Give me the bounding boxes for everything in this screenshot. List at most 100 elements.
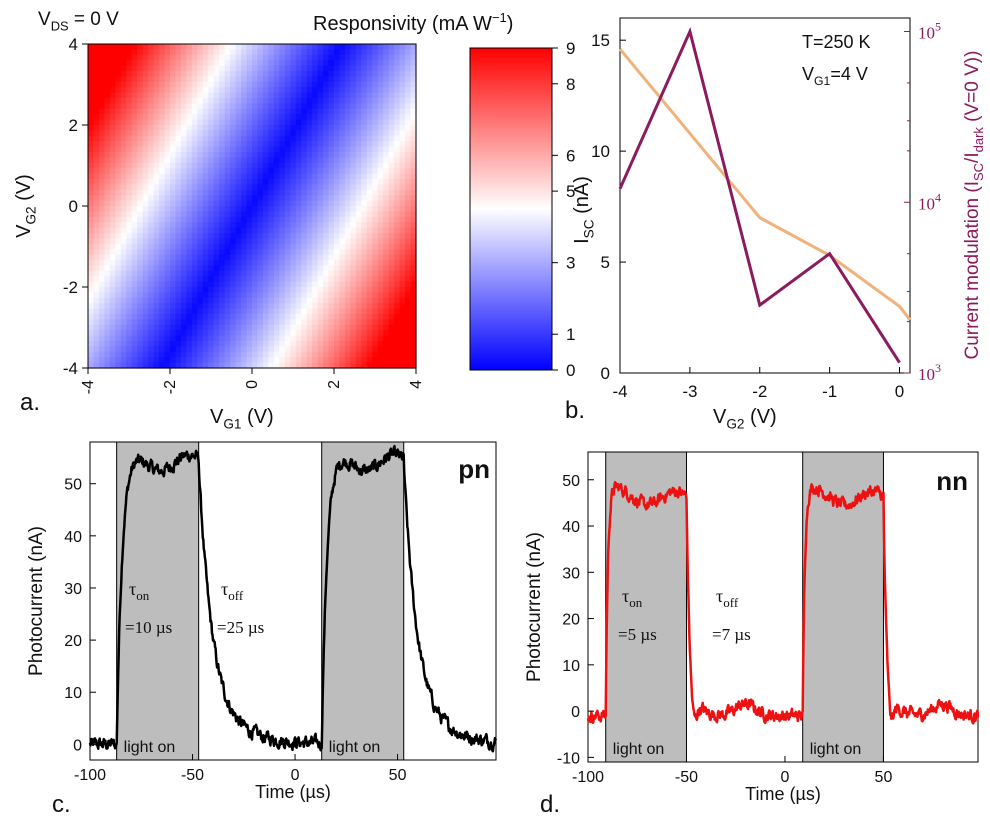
heatmap-cell bbox=[148, 189, 155, 196]
heatmap-cell bbox=[175, 287, 182, 293]
heatmap-cell bbox=[306, 162, 313, 169]
heatmap-cell bbox=[98, 216, 105, 223]
colorbar-tick-label: 1 bbox=[566, 325, 575, 344]
heatmap-cell bbox=[306, 81, 313, 88]
heatmap-cell bbox=[213, 238, 220, 245]
heatmap-cell bbox=[344, 324, 351, 331]
heatmap-cell bbox=[213, 265, 220, 272]
annotation-vg1: VG1=4 V bbox=[802, 64, 868, 88]
heatmap-cell bbox=[224, 114, 231, 121]
heatmap-cell bbox=[334, 227, 341, 234]
heatmap-cell bbox=[355, 65, 362, 72]
heatmap-cell bbox=[361, 281, 368, 288]
heatmap-cell bbox=[241, 114, 248, 121]
heatmap-cell bbox=[159, 314, 166, 320]
heatmap-cell bbox=[410, 195, 417, 202]
heatmap-cell bbox=[268, 260, 275, 266]
heatmap-cell bbox=[372, 341, 379, 347]
heatmap-cell bbox=[224, 92, 231, 99]
heatmap-cell bbox=[350, 173, 357, 180]
heatmap-cell bbox=[115, 254, 122, 261]
heatmap-cell bbox=[410, 260, 417, 266]
heatmap-cell bbox=[159, 173, 166, 180]
heatmap-cell bbox=[344, 341, 351, 347]
heatmap-cell bbox=[120, 222, 127, 229]
heatmap-cell bbox=[131, 265, 138, 272]
heatmap-cell bbox=[350, 308, 357, 315]
heatmap-cell bbox=[301, 44, 308, 50]
heatmap-cell bbox=[120, 173, 127, 180]
heatmap-cell bbox=[109, 297, 116, 304]
heatmap-cell bbox=[219, 195, 226, 202]
heatmap-cell bbox=[252, 314, 259, 320]
heatmap-cell bbox=[339, 335, 346, 342]
heatmap-cell bbox=[306, 281, 313, 288]
heatmap-cell bbox=[191, 146, 198, 153]
heatmap-cell bbox=[104, 243, 111, 250]
heatmap-cell bbox=[197, 276, 204, 283]
heatmap-cell bbox=[208, 119, 215, 126]
heatmap-cell bbox=[410, 173, 417, 180]
heatmap-cell bbox=[219, 254, 226, 261]
heatmap-cell bbox=[301, 130, 308, 137]
heatmap-cell bbox=[323, 71, 330, 77]
heatmap-cell bbox=[317, 65, 324, 72]
heatmap-cell bbox=[104, 184, 111, 191]
heatmap-cell bbox=[104, 292, 111, 299]
heatmap-cell bbox=[388, 130, 395, 137]
heatmap-cell bbox=[175, 211, 182, 218]
heatmap-cell bbox=[148, 54, 155, 61]
heatmap-cell bbox=[344, 238, 351, 245]
heatmap-cell bbox=[246, 222, 253, 229]
heatmap-cell bbox=[219, 281, 226, 288]
heatmap-cell bbox=[219, 211, 226, 218]
heatmap-cell bbox=[191, 130, 198, 137]
heatmap-cell bbox=[241, 287, 248, 293]
heatmap-cell bbox=[372, 168, 379, 175]
heatmap-cell bbox=[164, 362, 171, 369]
heatmap-cell bbox=[120, 227, 127, 234]
heatmap-cell bbox=[224, 265, 231, 272]
y-axis-label-a: VG2 (V) bbox=[13, 174, 39, 238]
heatmap-cell bbox=[339, 114, 346, 121]
heatmap-cell bbox=[383, 189, 390, 196]
heatmap-cell bbox=[317, 168, 324, 175]
heatmap-cell bbox=[273, 254, 280, 261]
heatmap-cell bbox=[142, 87, 149, 94]
series-isc-line bbox=[618, 48, 912, 321]
heatmap-cell bbox=[98, 362, 105, 369]
heatmap-cell bbox=[191, 157, 198, 164]
heatmap-cell bbox=[148, 141, 155, 148]
heatmap-cell bbox=[317, 362, 324, 369]
heatmap-cell bbox=[142, 184, 149, 191]
heatmap-cell bbox=[383, 152, 390, 158]
heatmap-cell bbox=[202, 233, 209, 239]
heatmap-cell bbox=[268, 60, 275, 67]
heatmap-cell bbox=[279, 303, 286, 310]
heatmap-cell bbox=[394, 130, 401, 137]
heatmap-cell bbox=[202, 76, 209, 83]
heatmap-cell bbox=[186, 357, 193, 364]
heatmap-cell bbox=[279, 341, 286, 347]
heatmap-cell bbox=[328, 189, 335, 196]
heatmap-cell bbox=[399, 260, 406, 266]
heatmap-cell bbox=[131, 141, 138, 148]
heatmap-cell bbox=[170, 222, 177, 229]
heatmap-cell bbox=[98, 195, 105, 202]
heatmap-cell bbox=[213, 125, 220, 131]
heatmap-cell bbox=[262, 168, 269, 175]
heatmap-cell bbox=[235, 98, 242, 104]
heatmap-cell bbox=[344, 114, 351, 121]
heatmap-cell bbox=[284, 44, 291, 50]
heatmap-cell bbox=[235, 265, 242, 272]
heatmap-cell bbox=[334, 319, 341, 326]
heatmap-cell bbox=[120, 157, 127, 164]
heatmap-cell bbox=[109, 254, 116, 261]
heatmap-cell bbox=[344, 65, 351, 72]
heatmap-cell bbox=[405, 206, 412, 212]
heatmap-cell bbox=[164, 49, 171, 56]
heatmap-cell bbox=[317, 314, 324, 320]
heatmap-cell bbox=[126, 216, 133, 223]
heatmap-cell bbox=[93, 108, 100, 115]
heatmap-cell bbox=[131, 76, 138, 83]
